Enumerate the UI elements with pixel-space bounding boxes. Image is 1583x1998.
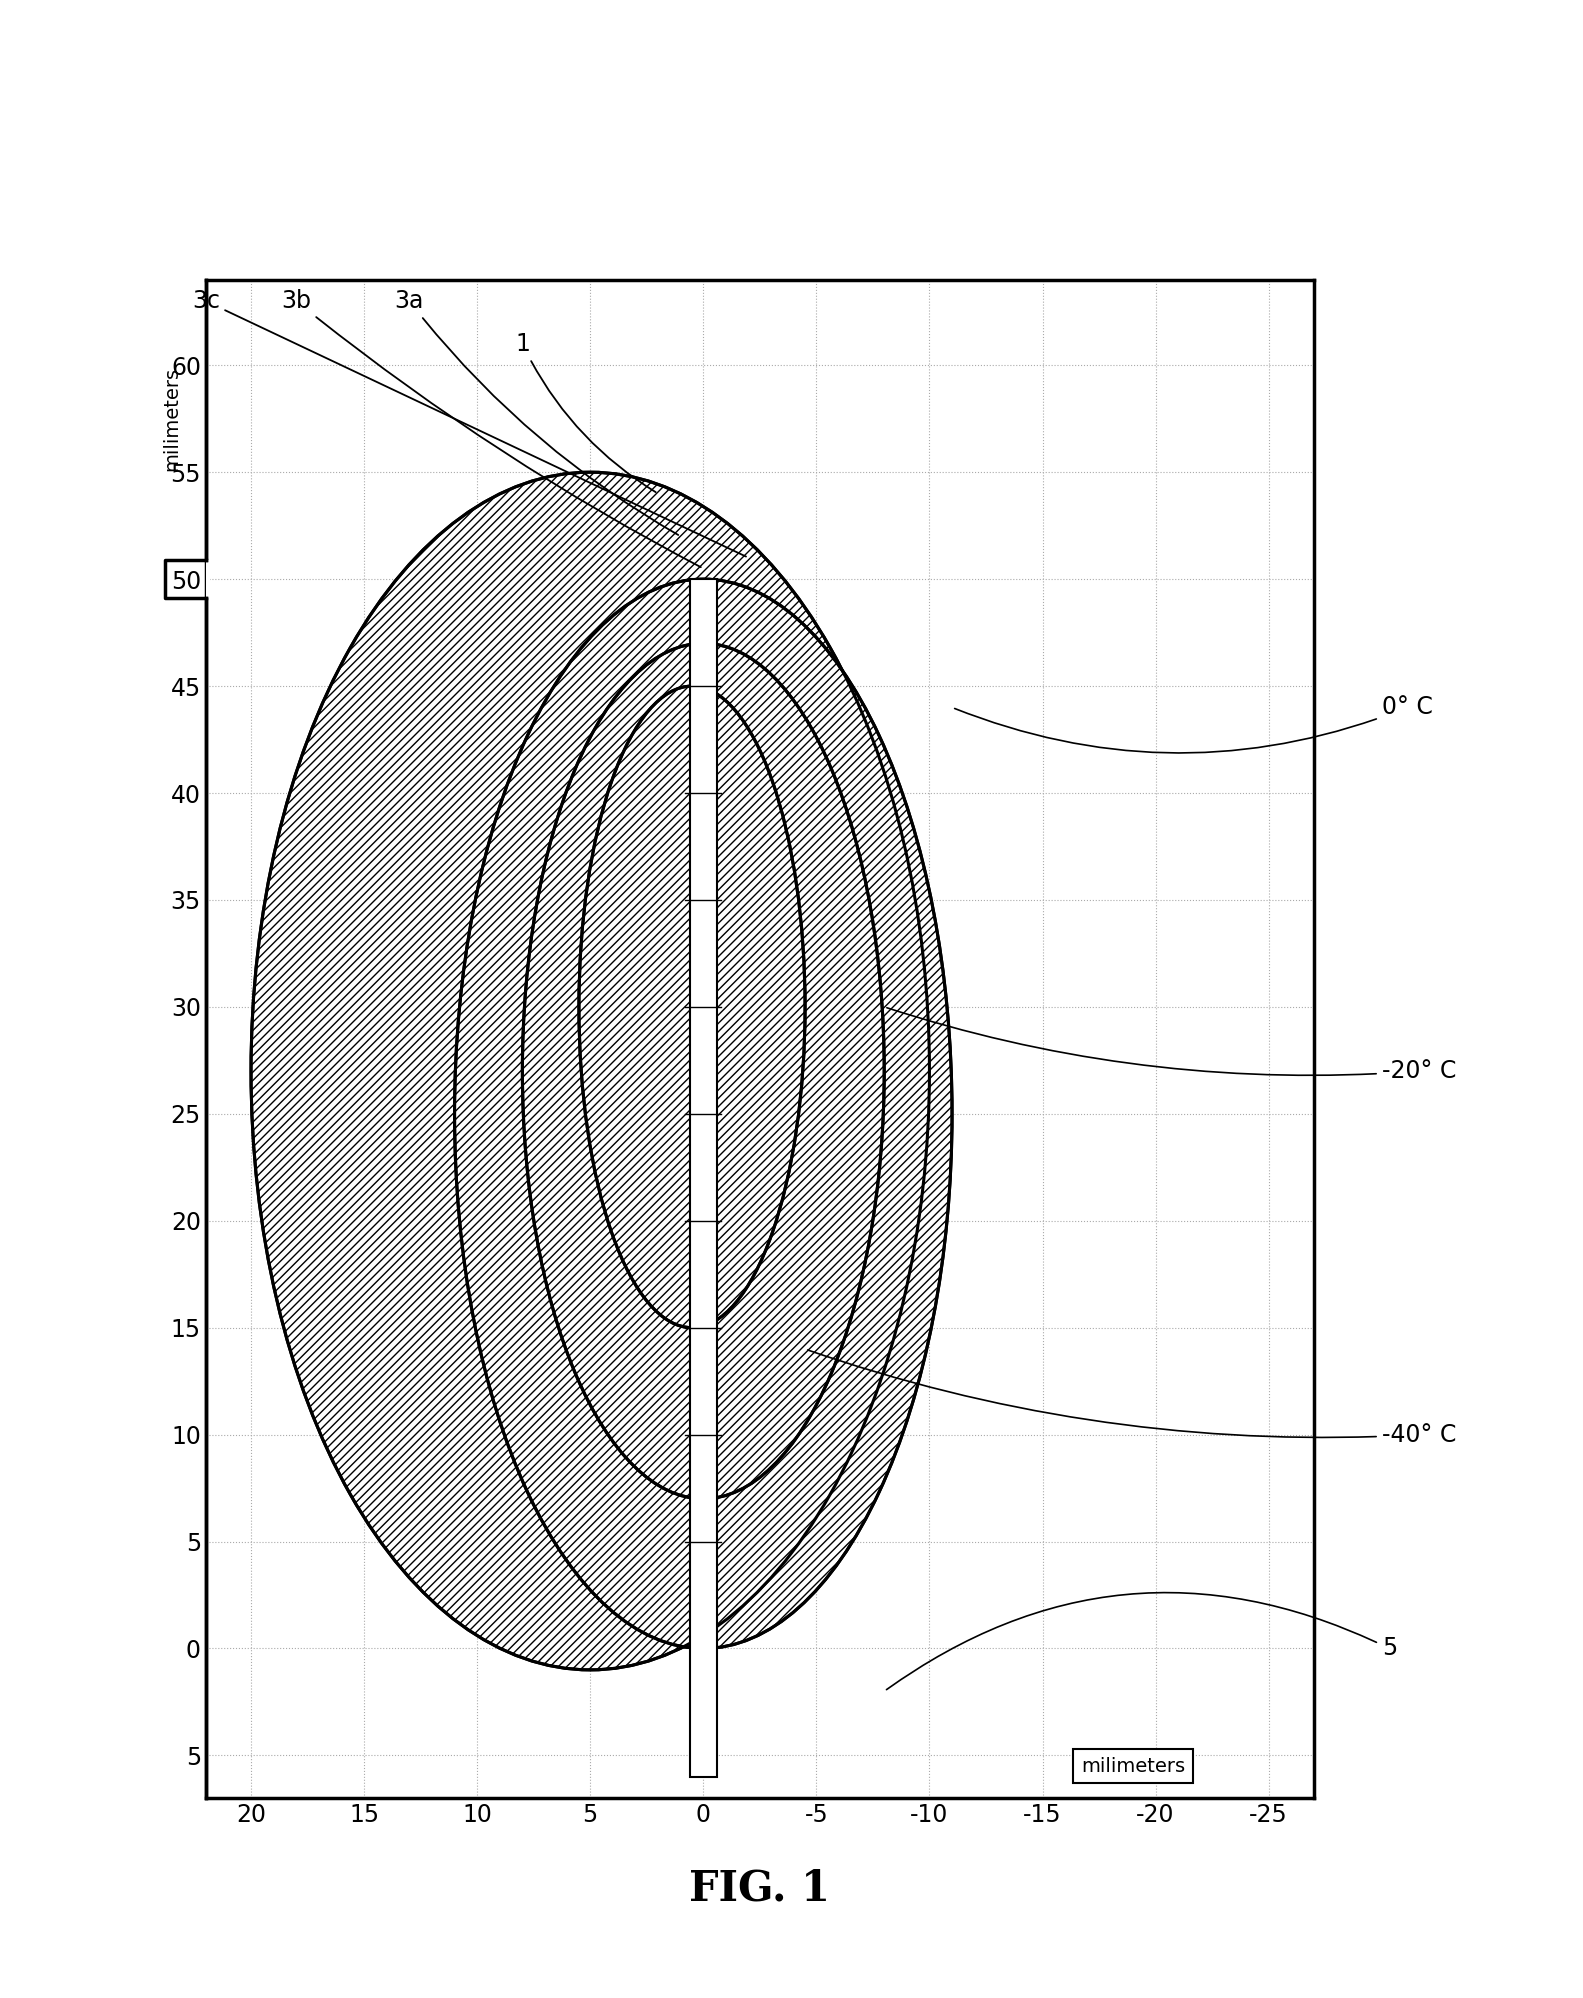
Ellipse shape xyxy=(454,579,951,1648)
Text: 1: 1 xyxy=(514,332,655,492)
Bar xyxy=(690,579,717,1776)
Text: milimeters: milimeters xyxy=(1081,1756,1186,1776)
Text: FIG. 1: FIG. 1 xyxy=(689,1866,831,1910)
Ellipse shape xyxy=(579,685,806,1329)
Text: milimeters: milimeters xyxy=(163,368,182,472)
Bar xyxy=(165,559,211,597)
Ellipse shape xyxy=(522,643,885,1498)
Text: 3a: 3a xyxy=(394,290,678,535)
Text: -40° C: -40° C xyxy=(807,1351,1456,1447)
Text: 3c: 3c xyxy=(192,290,746,557)
Text: -20° C: -20° C xyxy=(886,1007,1456,1083)
Text: 5: 5 xyxy=(886,1592,1396,1690)
Ellipse shape xyxy=(252,472,929,1670)
Text: 3b: 3b xyxy=(282,290,701,567)
Text: 0° C: 0° C xyxy=(955,695,1433,753)
